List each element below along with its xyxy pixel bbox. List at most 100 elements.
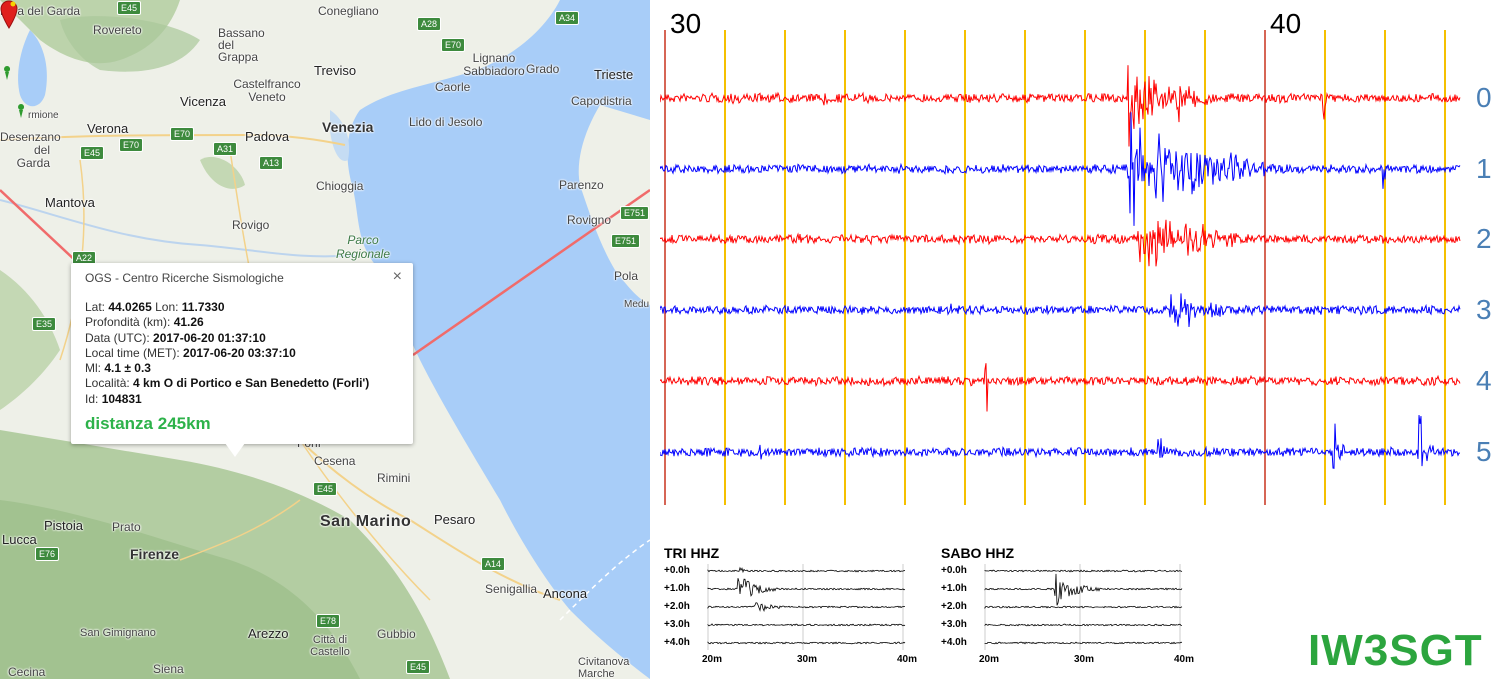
row-label-2: 2: [1476, 223, 1492, 254]
map-label-medu: Medu: [624, 299, 650, 310]
event-info-popup: OGS - Centro Ricerche Sismologiche × Lat…: [71, 263, 413, 444]
road-shield: E78: [316, 614, 341, 628]
map-label-cesena: Cesena: [314, 454, 356, 468]
map-label-sangimignano: San Gimignano: [80, 627, 156, 639]
tri-trace-row-2: [707, 602, 906, 612]
road-shield: E45: [406, 660, 431, 674]
tri-trace-row-4: [707, 641, 906, 645]
row-label-3: 3: [1476, 294, 1492, 325]
sabo-trace-row-2: [984, 605, 1183, 610]
popup-title: OGS - Centro Ricerche Sismologiche: [85, 271, 284, 285]
map-label-trieste: Trieste: [594, 67, 634, 82]
map-label-mantova: Mantova: [45, 195, 95, 210]
road-shield: E45: [117, 1, 142, 15]
seismic-trace-row-3: [660, 293, 1461, 328]
map-label-firenze: Firenze: [130, 546, 180, 562]
seismic-trace-row-1: [660, 112, 1461, 226]
map-label-sirmione: rmione: [28, 110, 59, 121]
tri-xtick-label: 30m: [797, 654, 818, 665]
road-shield: A28: [417, 17, 442, 31]
map-label-grado: Grado: [526, 62, 560, 76]
road-shield: E70: [119, 138, 144, 152]
seismic-trace-row-4: [660, 363, 1461, 412]
road-shield: E70: [441, 38, 466, 52]
sabo-xtick-label: 20m: [979, 654, 1000, 665]
map-label-chioggia: Chioggia: [316, 179, 364, 193]
tri-row-label: +2.0h: [664, 601, 690, 612]
road-shield: E76: [35, 547, 60, 561]
popup-magnitude: Ml: 4.1 ± 0.3: [85, 361, 151, 376]
map-label-rovereto: Rovereto: [93, 23, 142, 37]
close-icon[interactable]: ×: [392, 268, 402, 285]
map-label-padova: Padova: [245, 129, 290, 144]
map-label-rimini: Rimini: [377, 471, 411, 485]
sabo-xtick-label: 30m: [1074, 654, 1095, 665]
map-label-capodistria: Capodistria: [571, 94, 632, 108]
road-shield: E35: [32, 317, 57, 331]
tri-xtick-label: 40m: [897, 654, 918, 665]
map-label-senigallia: Senigallia: [485, 582, 538, 596]
map-label-prato: Prato: [112, 520, 141, 534]
tri-xtick-label: 20m: [702, 654, 723, 665]
sabo-trace-row-0: [984, 569, 1183, 573]
map-label-siena: Siena: [153, 662, 184, 676]
row-label-5: 5: [1476, 436, 1492, 467]
map-label-lignano: Lignano Sabbiadoro: [463, 51, 525, 78]
map-label-parenzo: Parenzo: [559, 178, 604, 192]
sabo-row-label: +1.0h: [941, 583, 967, 594]
hour-label-30: 30: [670, 8, 702, 39]
map-label-desenzano: Desenzano del Garda: [0, 130, 61, 170]
sabo-panel-title: SABO HHZ: [941, 545, 1015, 561]
map-label-cecina: Cecina: [8, 665, 46, 679]
tri-trace-row-0: [707, 566, 906, 574]
map-label-parco: Parco Regionale: [335, 233, 391, 261]
seismic-trace-row-0: [660, 65, 1461, 147]
hour-label-40: 40: [1270, 8, 1302, 39]
map-label-citta: Città di Castello: [310, 634, 350, 658]
map-label-sanmarino: San Marino: [320, 513, 412, 530]
map-label-treviso: Treviso: [314, 63, 357, 78]
map-label-gubbio: Gubbio: [377, 627, 416, 641]
popup-id: Id: 104831: [85, 391, 142, 406]
road-shield: E751: [611, 234, 641, 248]
map-label-rovigno: Rovigno: [567, 213, 612, 227]
popup-details: Lat: 44.0265 Lon: 11.7330 Profondità (km…: [85, 300, 369, 407]
map-label-riva: Riva del Garda: [0, 4, 81, 18]
road-shield: A31: [213, 142, 238, 156]
map-view[interactable]: Riva del Garda Rovereto Conegliano Bassa…: [0, 0, 650, 679]
road-shield: A14: [481, 557, 506, 571]
sabo-row-label: +3.0h: [941, 619, 967, 630]
sabo-hhz-panel: [984, 564, 1183, 650]
map-label-bassano: Bassano del Grappa: [218, 26, 265, 64]
tri-row-label: +4.0h: [664, 637, 690, 648]
road-shield: E45: [313, 482, 338, 496]
map-label-ancona: Ancona: [543, 586, 588, 601]
tri-panel-title: TRI HHZ: [664, 545, 720, 561]
sabo-trace-row-1: [984, 573, 1183, 606]
map-label-pistoia: Pistoia: [44, 518, 84, 533]
sabo-row-label: +2.0h: [941, 601, 967, 612]
map-label-arezzo: Arezzo: [248, 626, 289, 641]
row-label-0: 0: [1476, 82, 1492, 113]
map-label-rovigo: Rovigo: [232, 218, 270, 232]
tri-row-label: +0.0h: [664, 565, 690, 576]
seismogram-helicorder: [660, 30, 1461, 505]
map-label-venezia: Venezia: [322, 119, 374, 135]
popup-tail: [225, 443, 245, 457]
tri-trace-row-3: [707, 623, 906, 627]
tri-trace-row-1: [707, 578, 906, 597]
seismic-trace-row-5: [660, 415, 1461, 469]
sabo-xtick-label: 40m: [1174, 654, 1195, 665]
map-label-lucca: Lucca: [2, 532, 37, 547]
map-label-castelfranco: Castelfranco Veneto: [233, 77, 301, 104]
map-label-caorle: Caorle: [435, 80, 471, 94]
map-label-lidojesolo: Lido di Jesolo: [409, 115, 483, 129]
seismic-trace-row-2: [660, 219, 1461, 267]
popup-distance: distanza 245km: [85, 414, 211, 433]
popup-latlon: Lat: 44.0265 Lon: 11.7330: [85, 300, 225, 314]
row-label-1: 1: [1476, 153, 1492, 184]
row-label-4: 4: [1476, 365, 1492, 396]
road-shield: E70: [170, 127, 195, 141]
epicenter-marker-icon[interactable]: [0, 0, 18, 30]
map-label-civitanova: Civitanova Marche: [578, 656, 630, 679]
